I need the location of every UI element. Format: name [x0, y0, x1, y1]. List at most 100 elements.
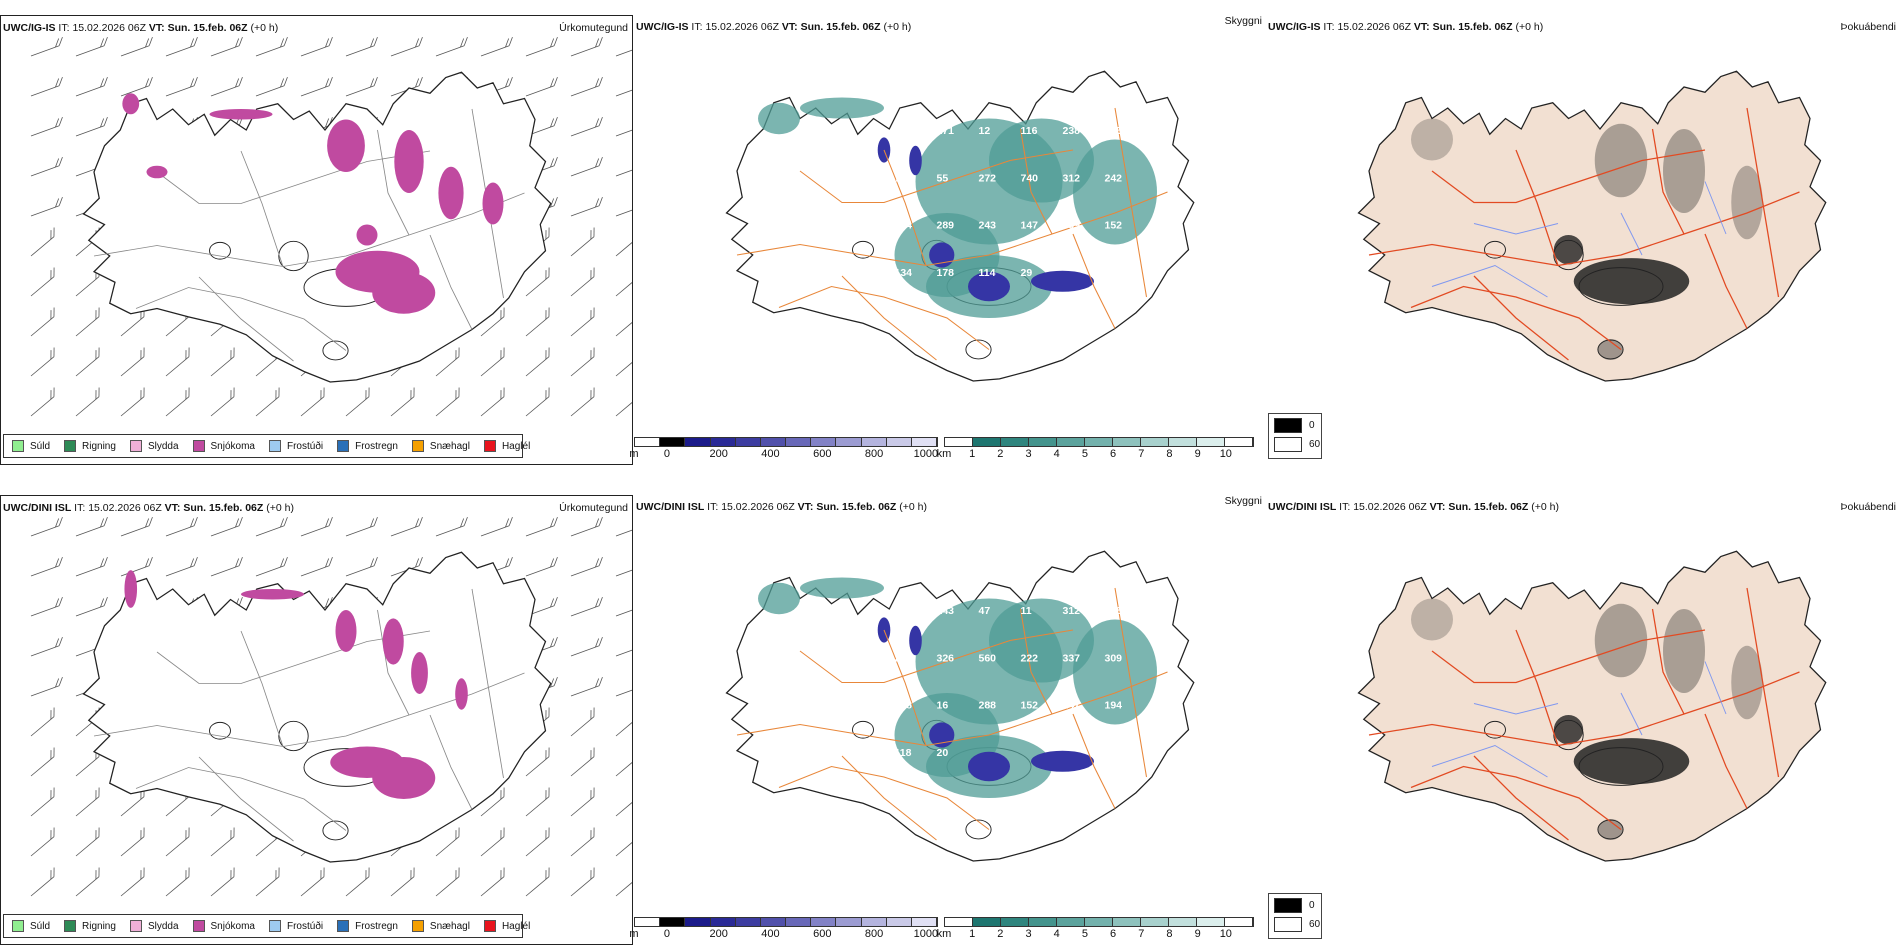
snowfall-area [482, 182, 504, 225]
road-line [429, 234, 473, 330]
wind-barb [120, 76, 153, 97]
colorbar-segment [811, 918, 837, 926]
legend-label: Snjókoma [210, 440, 255, 452]
low-visibility-area [800, 97, 884, 119]
it-value: 15.02.2026 06Z [1337, 21, 1411, 33]
legend-swatch [337, 440, 350, 452]
vt-label: VT: [781, 21, 798, 33]
wind-barb [255, 556, 288, 577]
visibility-value-label: 337 [1063, 653, 1081, 665]
colorbar-segment [1225, 438, 1253, 446]
colorbar-segment [1029, 438, 1057, 446]
vt-value: Sun. 15.feb. 06Z [183, 502, 264, 514]
wind-barb [165, 867, 190, 897]
vt-value: Sun. 15.feb. 06Z [816, 501, 897, 513]
wind-barb [390, 516, 423, 537]
wind-barb [300, 867, 325, 897]
fog-area [1663, 609, 1705, 693]
fog-legend-label: 0 [1309, 900, 1315, 911]
visibility-colorbar: km 1 2 3 4 5 6 7 8 9 10 [937, 917, 1254, 947]
wind-barb [615, 756, 632, 777]
iceland-outline [1357, 550, 1827, 862]
colorbar-segment [911, 438, 938, 446]
precip-map [30, 516, 632, 897]
colorbar-segment [1141, 438, 1169, 446]
colorbar-unit: m [629, 928, 639, 940]
wind-barb [255, 387, 280, 417]
wind-barb [615, 396, 632, 417]
colorbar-tick: 0 [663, 928, 670, 940]
legend-label: Rigning [82, 920, 116, 932]
colorbar-tick: 600 [813, 448, 832, 460]
wind-barb [210, 36, 243, 57]
low-visibility-area [989, 598, 1094, 683]
legend-swatch [337, 920, 350, 932]
iceland-outline: 389 143 47 11 312 298 216 326 560 222 337 309 148 16 2… [725, 550, 1195, 862]
fog-area [1731, 165, 1763, 240]
visibility-value-label: 152 [1105, 220, 1123, 232]
wind-barb [210, 347, 235, 377]
wind-barb [390, 76, 423, 97]
wind-barb [120, 387, 145, 417]
glacier-outline [1597, 339, 1624, 360]
wind-barb [570, 227, 595, 257]
wind-barb [480, 827, 505, 857]
colorbar-tick: 1000 [913, 448, 939, 460]
fog-legend-swatch [1274, 898, 1302, 913]
panel-header: UWC/DINI ISL IT: 15.02.2026 06Z VT: Sun.… [1268, 501, 1559, 513]
wind-barb [300, 36, 333, 57]
it-value: 15.02.2026 06Z [88, 502, 162, 514]
legend-swatch [483, 440, 496, 452]
glacier-outline [1484, 720, 1506, 739]
colorbar-segment [836, 918, 862, 926]
glacier-outline [322, 820, 349, 841]
colorbar-segment [1225, 918, 1253, 926]
vt-label: VT: [797, 501, 814, 513]
wind-barb [120, 36, 153, 57]
panel-header: UWC/IG-IS IT: 15.02.2026 06Z VT: Sun. 15… [1268, 21, 1543, 33]
colorbar-tick: 400 [761, 928, 780, 940]
colorbar-segment [945, 918, 973, 926]
colorbar-tick: 7 [1138, 928, 1145, 940]
colorbar-segment [1113, 438, 1141, 446]
road-line [883, 149, 927, 266]
colorbar-tick: 1000 [913, 928, 939, 940]
legend-swatch [129, 920, 142, 932]
it-value: 15.02.2026 06Z [72, 22, 146, 34]
road-line [841, 275, 937, 361]
colorbar-segment [1057, 918, 1085, 926]
legend-swatch [268, 440, 281, 452]
colorbar-segment [1197, 918, 1225, 926]
fog-area [1573, 738, 1690, 785]
road-line [799, 629, 1074, 684]
visibility-value-label: 216 [895, 653, 913, 665]
wind-barb [570, 116, 603, 137]
wind-barb [255, 76, 288, 97]
legend-swatch [12, 920, 24, 932]
colorbar-tick: 800 [864, 448, 884, 460]
visibility-value-label: 148 [895, 700, 913, 712]
it-label: IT: [74, 502, 86, 514]
wind-barb [615, 645, 632, 657]
colorbar-segment [1113, 918, 1141, 926]
snowfall-area [124, 570, 138, 608]
legend-item: Súld [12, 440, 50, 452]
it-value: 15.02.2026 06Z [1353, 501, 1427, 513]
wind-barb [615, 125, 632, 137]
fog-area [1731, 645, 1763, 720]
wind-barb [75, 76, 108, 97]
legend-swatch [64, 440, 77, 452]
wind-barb [120, 827, 145, 857]
vt-value: Sun. 15.feb. 06Z [167, 22, 248, 34]
wind-barb [525, 267, 550, 297]
road-line [1515, 629, 1559, 746]
road-line [1704, 233, 1748, 329]
model-name: UWC/IG-IS [636, 21, 689, 33]
snowfall-area [335, 610, 357, 652]
vt-label: VT: [1429, 501, 1446, 513]
wind-barb [300, 516, 333, 537]
legend-swatch [129, 440, 142, 452]
lead-time: (+0 h) [899, 501, 927, 513]
wind-barb [525, 387, 550, 417]
visibility-value-label: 272 [979, 173, 997, 185]
